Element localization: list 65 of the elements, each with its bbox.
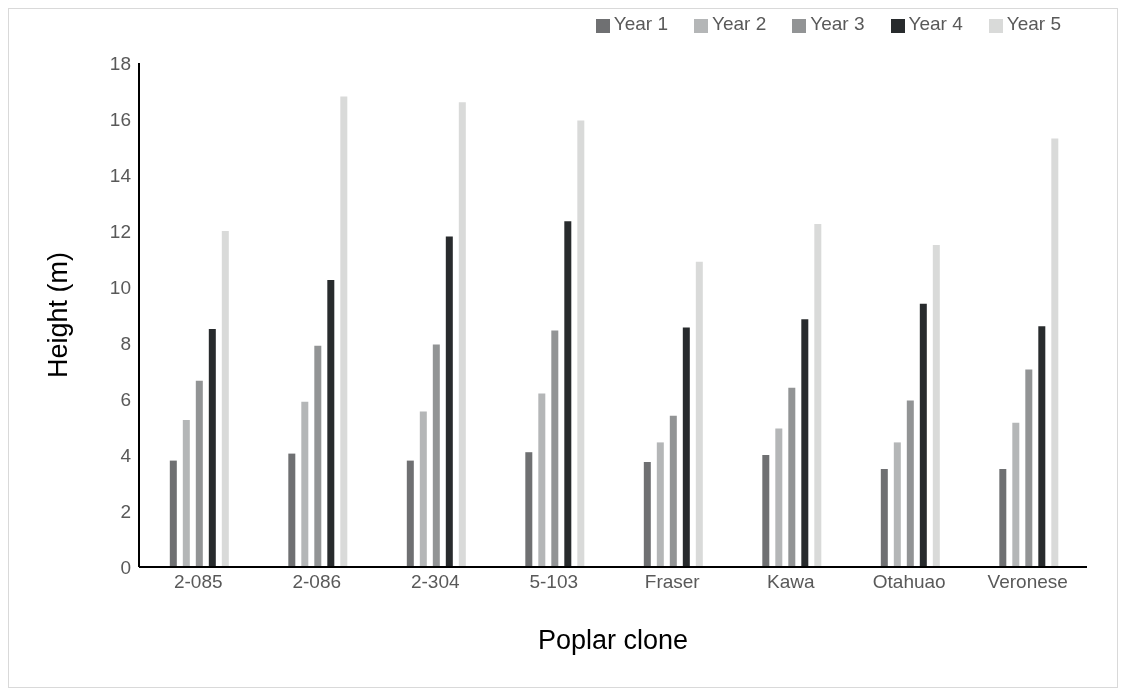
y-tick-label: 2 (120, 500, 131, 522)
x-tick-label: Fraser (644, 571, 701, 593)
bar (775, 428, 783, 567)
bar (814, 224, 822, 567)
bar (221, 231, 229, 567)
y-tick-label: 6 (120, 388, 131, 410)
y-tick-label: 18 (109, 52, 131, 74)
bar (695, 261, 703, 567)
bar (669, 415, 677, 567)
bar (919, 303, 927, 567)
bar (182, 420, 190, 567)
legend-label: Year 1 (613, 13, 668, 34)
bar (458, 102, 466, 567)
legend-label: Year 5 (1006, 13, 1061, 34)
bar (932, 245, 940, 567)
x-tick-label: 2-304 (410, 571, 460, 593)
bar (327, 280, 335, 567)
y-tick-label: 4 (120, 444, 132, 466)
y-axis-title: Height (m) (42, 251, 73, 379)
bar (538, 393, 546, 567)
y-tick-label: 12 (109, 220, 131, 242)
bar (577, 120, 585, 567)
x-axis-title: Poplar clone (537, 625, 689, 655)
bar (999, 469, 1007, 567)
bar (656, 442, 664, 567)
y-tick-label: 8 (120, 332, 131, 354)
bar (314, 345, 322, 567)
bar (880, 469, 888, 567)
bar (1025, 369, 1033, 567)
bar (682, 327, 690, 567)
x-tick-label: Kawa (766, 571, 815, 593)
bar (445, 236, 453, 567)
bar (1038, 326, 1046, 567)
x-tick-label: Veronese (987, 571, 1068, 593)
bar (643, 462, 651, 567)
bar (893, 442, 901, 567)
bar (525, 452, 533, 567)
bar (169, 460, 177, 567)
legend-label: Year 2 (712, 13, 767, 34)
bar (762, 455, 770, 567)
bar (906, 400, 914, 567)
bar (340, 96, 348, 567)
bar (1012, 422, 1020, 567)
bar (551, 330, 559, 567)
bar (288, 453, 296, 567)
x-tick-label: 2-086 (292, 571, 342, 593)
bar (195, 380, 203, 567)
bar (419, 411, 427, 567)
bar (564, 221, 572, 567)
legend-label: Year 3 (810, 13, 865, 34)
x-tick-label: 5-103 (529, 571, 579, 593)
legend-label: Year 4 (908, 13, 963, 34)
bar (301, 401, 309, 567)
bar (788, 387, 796, 567)
x-tick-label: Otahuao (872, 571, 946, 593)
y-tick-label: 16 (109, 108, 131, 130)
bar (406, 460, 414, 567)
bar (432, 344, 440, 567)
y-tick-label: 10 (109, 276, 131, 298)
y-tick-label: 14 (109, 164, 132, 186)
bar (801, 319, 809, 567)
y-tick-label: 0 (120, 556, 131, 578)
bar (208, 329, 216, 567)
x-tick-label: 2-085 (173, 571, 223, 593)
bar (1051, 138, 1059, 567)
